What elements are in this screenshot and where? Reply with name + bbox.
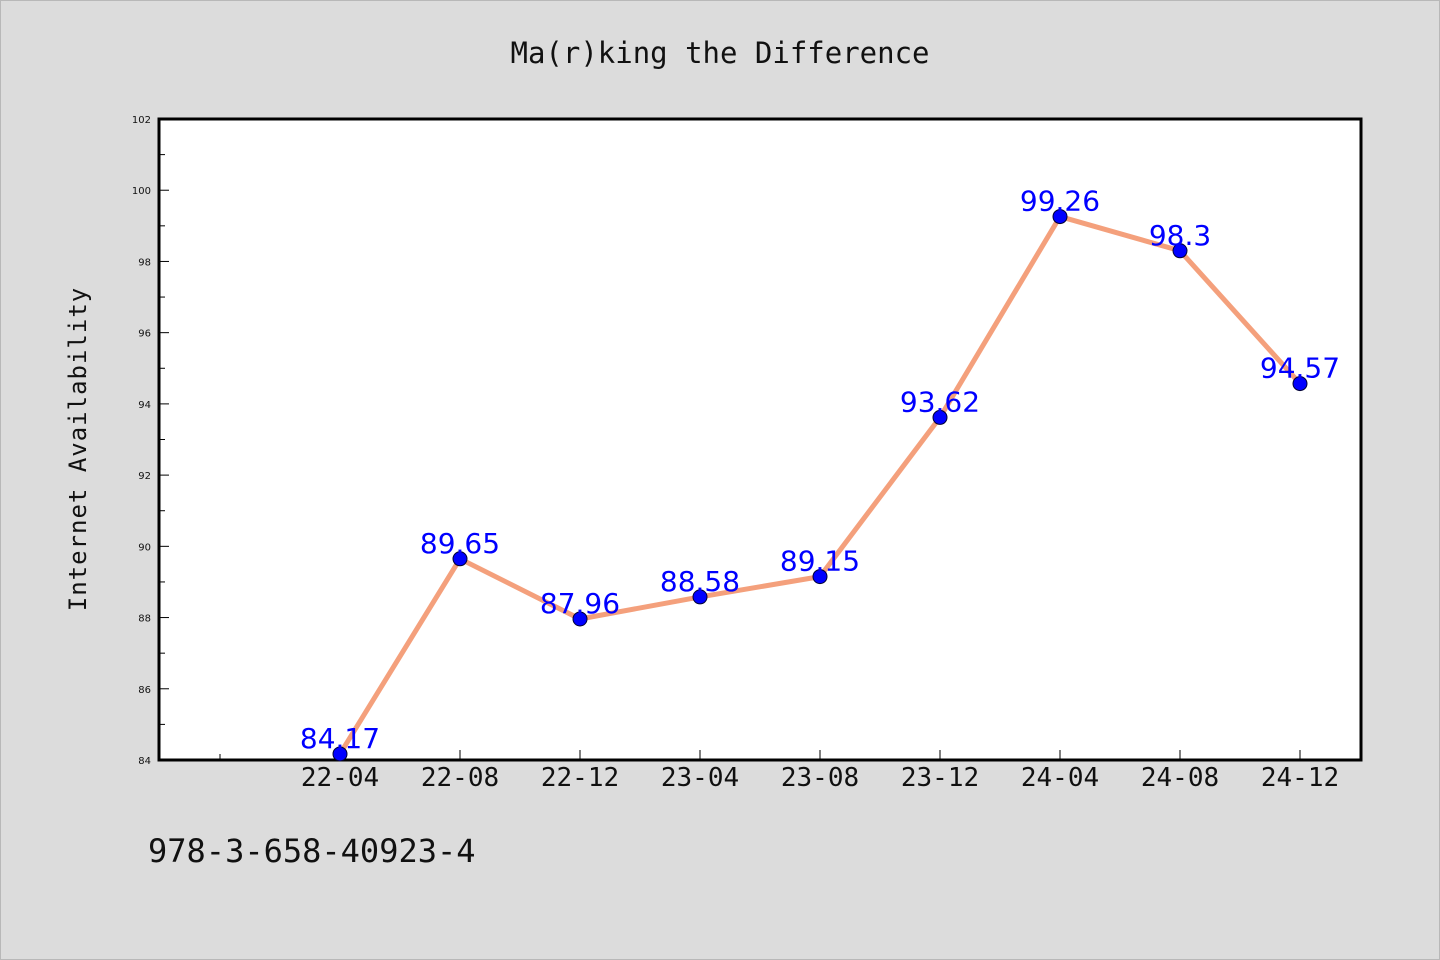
data-markers [332,209,1308,762]
data-point [332,746,348,762]
x-tick-label: 22-08 [421,763,499,793]
y-tick-label: 98 [138,257,151,268]
y-tick-label: 84 [138,756,151,767]
data-labels: 84.17 89.65 87.96 88.58 89.15 93.62 99.26 98.3 9… [300,185,1340,755]
y-tick-label: 90 [138,542,151,553]
x-tick-label: 23-12 [901,763,979,793]
y-tick-label: 96 [138,329,151,340]
plot-area [157,117,1363,762]
data-label: 87.96 [540,587,620,620]
y-tick-label: 86 [138,685,151,696]
data-point [692,589,708,605]
y-tick-label: 94 [138,400,151,411]
data-point [1292,376,1308,392]
y-tick-label: 100 [132,186,151,197]
data-label: 89.15 [780,545,860,578]
data-point [1052,209,1068,225]
x-tick-label: 22-04 [301,763,379,793]
data-label: 88.58 [660,565,740,598]
data-point [812,569,828,585]
data-label: 99.26 [1020,185,1100,218]
data-label: 84.17 [300,722,380,755]
x-tick-label: 24-12 [1261,763,1339,793]
data-label: 98.3 [1149,219,1211,252]
chart-title: Ma(r)king the Difference [510,36,930,70]
data-point [452,551,468,567]
y-tick-label: 92 [138,471,151,482]
data-label: 93.62 [900,385,980,418]
data-point [1172,243,1188,259]
y-tick-label: 88 [138,614,151,625]
y-axis: 84 86 88 90 92 94 96 98 100 102 [132,115,169,767]
x-tick-label: 24-08 [1141,763,1219,793]
x-tick-label: 23-04 [661,763,739,793]
footer-isbn: 978-3-658-40923-4 [148,832,476,870]
data-point [932,409,948,425]
y-tick-label: 102 [132,115,151,126]
x-tick-label: 23-08 [781,763,859,793]
x-tick-label: 24-04 [1021,763,1099,793]
data-label: 89.65 [420,527,500,560]
data-point [572,611,588,627]
y-axis-label: Internet Availability [64,287,92,611]
x-tick-label: 22-12 [541,763,619,793]
data-label: 94.57 [1260,352,1340,385]
x-axis: 22-04 22-08 22-12 23-04 23-08 23-12 24-04 24-08… [219,750,1339,793]
